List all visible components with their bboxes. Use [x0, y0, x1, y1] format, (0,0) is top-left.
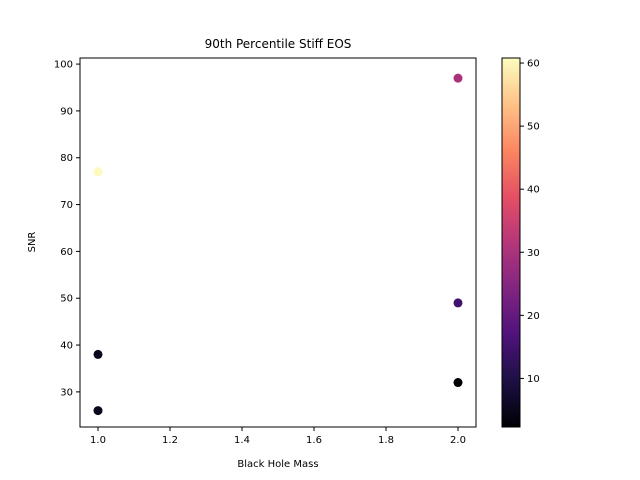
colorbar-tick-label: 30	[527, 248, 540, 259]
data-points	[93, 73, 463, 416]
y-tick-label: 40	[60, 341, 73, 352]
y-tick-label: 60	[60, 247, 73, 258]
y-tick-label: 30	[60, 387, 73, 398]
plot-area	[80, 58, 476, 427]
colorbar-ticks: 10 20 30 40 50 60	[520, 59, 540, 385]
colorbar	[501, 57, 521, 428]
colorbar-tick-label: 60	[527, 59, 540, 70]
scatter-point	[93, 406, 103, 416]
y-axis-label: SNR	[27, 232, 38, 253]
chart-title: 90th Percentile Stiff EOS	[205, 37, 352, 51]
colorbar-tick-label: 40	[527, 185, 540, 196]
y-tick-label: 80	[60, 153, 73, 164]
x-axis-label: Black Hole Mass	[237, 459, 318, 470]
y-axis-ticks: 30 40 50 60 70 80 90 100	[54, 60, 80, 398]
x-tick-label: 1.8	[378, 435, 394, 446]
x-axis-ticks: 1.0 1.2 1.4 1.6 1.8 2.0	[90, 427, 466, 446]
x-tick-label: 2.0	[450, 435, 466, 446]
y-tick-label: 100	[54, 60, 73, 71]
scatter-point	[93, 349, 103, 359]
x-tick-label: 1.4	[234, 435, 250, 446]
colorbar-tick-label: 50	[527, 122, 540, 133]
scatter-point	[453, 298, 463, 308]
x-tick-label: 1.6	[306, 435, 322, 446]
plot-frame	[79, 57, 477, 428]
x-tick-label: 1.0	[90, 435, 106, 446]
colorbar-tick-label: 10	[527, 374, 540, 385]
scatter-point	[453, 378, 463, 388]
y-tick-label: 70	[60, 200, 73, 211]
scatter-point	[93, 167, 103, 177]
scatter-point	[453, 73, 463, 83]
colorbar-tick-label: 20	[527, 311, 540, 322]
x-tick-label: 1.2	[162, 435, 178, 446]
y-tick-label: 50	[60, 294, 73, 305]
y-tick-label: 90	[60, 106, 73, 117]
